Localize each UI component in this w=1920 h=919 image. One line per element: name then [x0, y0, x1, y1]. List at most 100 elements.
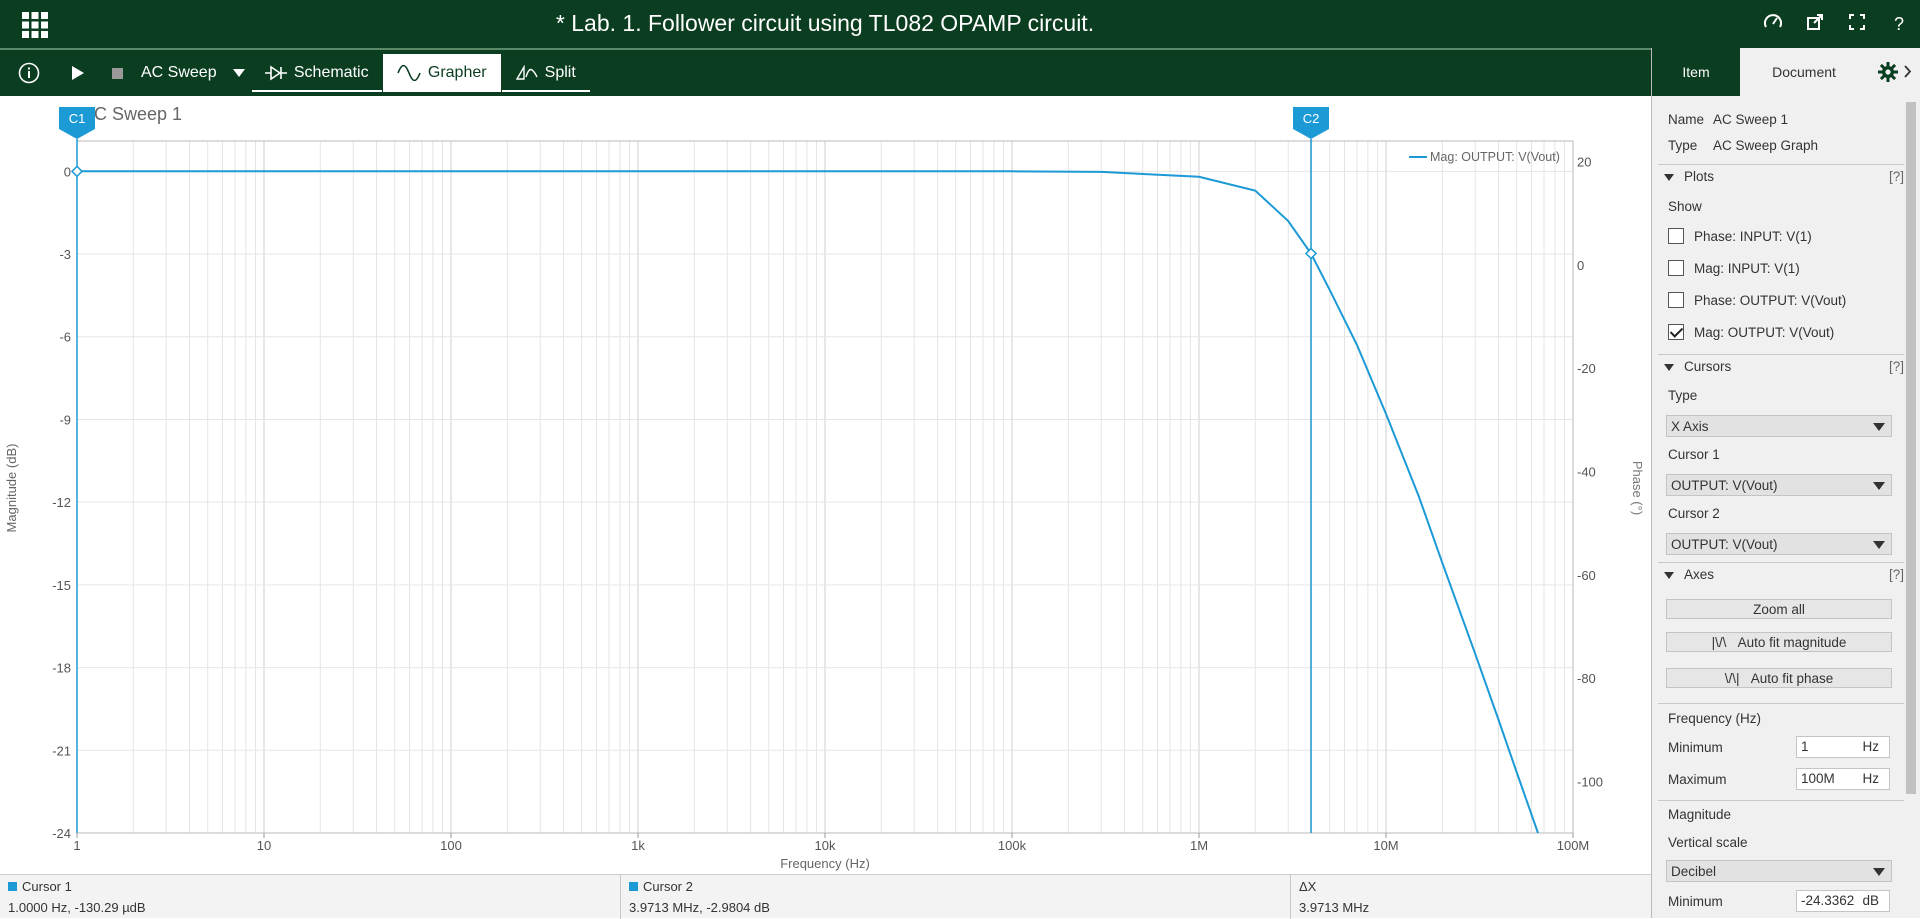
- diode-icon: [265, 65, 288, 81]
- chevron-right-icon[interactable]: [1904, 65, 1912, 78]
- plots-help-link[interactable]: [?]: [1888, 169, 1904, 184]
- cursor2-swatch: [629, 882, 638, 891]
- cursor-c2[interactable]: C2: [1293, 107, 1330, 833]
- delta-label: ΔX: [1299, 879, 1317, 894]
- type-value: AC Sweep Graph: [1713, 138, 1819, 153]
- cursors-section-header[interactable]: Cursors [?]: [1658, 354, 1904, 378]
- cursor1-swatch: [8, 882, 17, 891]
- y-tick-label: -9: [59, 412, 71, 427]
- panel-scrollbar[interactable]: [1906, 102, 1916, 794]
- graph-area[interactable]: 1 10 100 1k 10k 100k 1M 10M 100M 0 -3 -6 -9 -12 -15 -1…: [0, 96, 1651, 874]
- cursor2-select[interactable]: OUTPUT: V(Vout): [1666, 533, 1892, 555]
- axes-help-link[interactable]: [?]: [1888, 567, 1904, 582]
- vertical-scale-select[interactable]: Decibel: [1666, 860, 1892, 882]
- y-tick-label: 0: [64, 164, 71, 179]
- tab-schematic-label: Schematic: [293, 64, 369, 81]
- axes-section-header[interactable]: Axes [?]: [1658, 562, 1904, 586]
- cursor1-select[interactable]: OUTPUT: V(Vout): [1666, 474, 1892, 496]
- properties-panel: Item Document Name AC Sweep 1 Type AC Sw…: [1651, 48, 1920, 918]
- sine-wave-icon: [397, 64, 422, 82]
- cursor2-label: Cursor 2: [643, 879, 693, 894]
- phase-axis-ticks: 20 0 -20 -40 -60 -80 -100: [1577, 155, 1603, 790]
- phase-tick-label: 20: [1577, 155, 1591, 170]
- apps-grid-icon[interactable]: [22, 12, 48, 38]
- zoom-all-button[interactable]: Zoom all: [1666, 599, 1892, 619]
- type-label: Type: [1668, 138, 1698, 153]
- analysis-type-dropdown[interactable]: AC Sweep: [141, 50, 246, 96]
- checkbox-phase-input[interactable]: [1668, 228, 1684, 244]
- split-icon: [515, 64, 538, 80]
- x-tick-label: 100M: [1557, 838, 1590, 853]
- tab-grapher[interactable]: Grapher: [383, 54, 501, 92]
- show-label: Show: [1668, 199, 1702, 214]
- cursor2-select-label: Cursor 2: [1668, 506, 1720, 521]
- phase-axis-label: Phase (°): [1630, 461, 1645, 515]
- cursor-status-bar: Cursor 1 1.0000 Hz, -130.29 µdB Cursor 2…: [0, 874, 1651, 919]
- auto-fit-magnitude-button[interactable]: |\/\ Auto fit magnitude: [1666, 632, 1892, 652]
- x-tick-label: 10k: [815, 838, 836, 853]
- auto-fit-magnitude-icon: |\/\: [1711, 635, 1727, 650]
- auto-fit-phase-button[interactable]: \/\| Auto fit phase: [1666, 668, 1892, 688]
- checkbox-phase-output-label: Phase: OUTPUT: V(Vout): [1694, 293, 1847, 308]
- mag-min-input[interactable]: -24.3362 dB: [1796, 890, 1890, 912]
- checkbox-phase-input-label: Phase: INPUT: V(1): [1694, 229, 1812, 244]
- freq-max-input[interactable]: 100M Hz: [1796, 768, 1890, 790]
- plots-section-header[interactable]: Plots [?]: [1658, 164, 1904, 188]
- collapse-triangle-icon: [1664, 173, 1674, 181]
- cursors-help-link[interactable]: [?]: [1888, 359, 1904, 374]
- phase-tick-label: -100: [1577, 774, 1603, 789]
- fullscreen-icon[interactable]: [1836, 13, 1878, 35]
- cursor-marker: [1304, 247, 1318, 260]
- name-value: AC Sweep 1: [1713, 112, 1789, 127]
- delta-status: ΔX 3.9713 MHz: [1291, 875, 1651, 919]
- ac-sweep-chart[interactable]: 1 10 100 1k 10k 100k 1M 10M 100M 0 -3 -6 -9 -12 -15 -1…: [0, 96, 1651, 874]
- open-external-icon[interactable]: [1794, 13, 1836, 35]
- freq-max-unit: Hz: [1862, 771, 1880, 786]
- cursor-type-select[interactable]: X Axis: [1666, 415, 1892, 437]
- run-play-icon[interactable]: [72, 66, 84, 80]
- cursor-c1[interactable]: C1: [59, 107, 95, 833]
- gear-icon[interactable]: [1878, 62, 1898, 82]
- auto-fit-phase-label: Auto fit phase: [1750, 671, 1834, 686]
- freq-min-input[interactable]: 1 Hz: [1796, 736, 1890, 758]
- cursor1-value: 1.0000 Hz, -130.29 µdB: [8, 900, 146, 915]
- info-icon[interactable]: [18, 62, 40, 84]
- y-tick-label: -21: [52, 743, 71, 758]
- checkbox-phase-output[interactable]: [1668, 292, 1684, 308]
- tab-document[interactable]: Document: [1772, 64, 1836, 80]
- checkbox-mag-input[interactable]: [1668, 260, 1684, 276]
- graph-title: AC Sweep 1: [82, 104, 182, 124]
- x-axis-label: Frequency (Hz): [780, 856, 870, 871]
- tab-split[interactable]: Split: [502, 54, 590, 92]
- cursor2-value: 3.9713 MHz, -2.9804 dB: [629, 900, 770, 915]
- freq-min-label: Minimum: [1668, 740, 1723, 755]
- cursor-flag-label: C1: [69, 111, 86, 126]
- cursors-header: Cursors: [1684, 359, 1732, 374]
- name-label: Name: [1668, 112, 1705, 127]
- tab-schematic[interactable]: Schematic: [252, 54, 382, 92]
- mag-min-unit: dB: [1862, 893, 1879, 908]
- help-icon[interactable]: ?: [1893, 13, 1904, 34]
- phase-tick-label: -60: [1577, 568, 1596, 583]
- y-tick-label: -3: [59, 247, 71, 262]
- phase-tick-label: -40: [1577, 465, 1596, 480]
- tab-item[interactable]: Item: [1652, 48, 1740, 96]
- cursor-flag: [59, 107, 95, 139]
- analysis-type-label: AC Sweep: [141, 64, 217, 81]
- plots-header: Plots: [1684, 169, 1715, 184]
- cursor1-status: Cursor 1 1.0000 Hz, -130.29 µdB: [0, 875, 621, 919]
- cursor-type-label: Type: [1668, 388, 1698, 403]
- checkbox-mag-output-label: Mag: OUTPUT: V(Vout): [1694, 325, 1835, 340]
- collapse-triangle-icon: [1664, 363, 1674, 371]
- stop-icon[interactable]: [112, 68, 123, 79]
- series-line-mag-output-vout: [77, 170, 1539, 834]
- x-tick-label: 1: [73, 838, 80, 853]
- cursor2-status: Cursor 2 3.9713 MHz, -2.9804 dB: [621, 875, 1291, 919]
- cursor-layer[interactable]: C1 C2: [59, 107, 1330, 833]
- checkbox-mag-output[interactable]: [1668, 324, 1684, 340]
- cursor-flag: [1293, 107, 1330, 139]
- tab-split-label: Split: [544, 64, 576, 81]
- minor-grid: [132, 141, 1565, 833]
- cursor1-select-label: Cursor 1: [1668, 447, 1720, 462]
- speed-icon[interactable]: [1752, 13, 1794, 36]
